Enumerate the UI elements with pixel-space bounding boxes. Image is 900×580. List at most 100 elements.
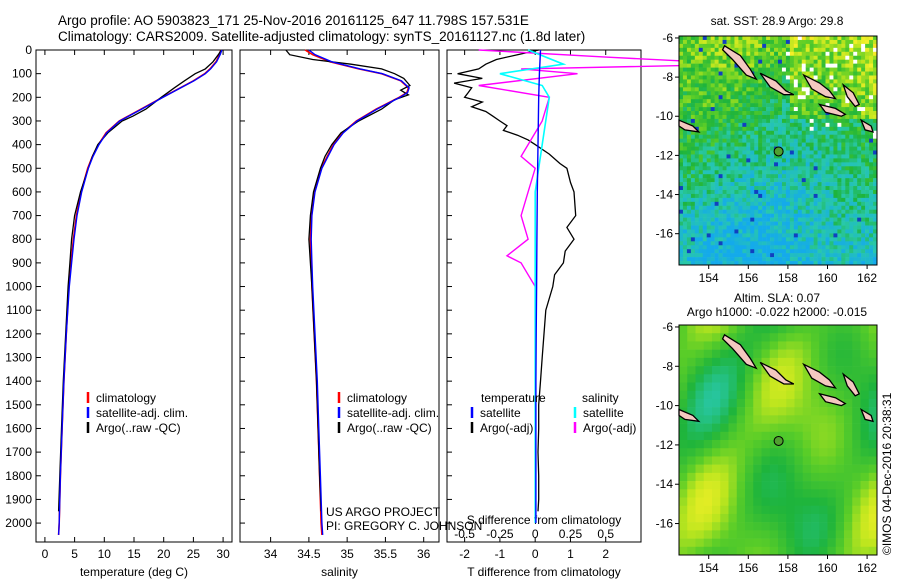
grid-cell xyxy=(698,87,704,92)
grid-cell xyxy=(849,71,854,76)
grid-cell xyxy=(698,189,704,195)
grid-cell xyxy=(774,138,779,143)
grid-cell xyxy=(869,178,874,183)
grid-cell xyxy=(769,325,779,334)
grid-cell xyxy=(860,382,870,392)
grid-cell xyxy=(805,186,810,191)
grid-cell xyxy=(746,241,751,246)
grid-cell xyxy=(726,186,731,191)
grid-cell xyxy=(754,138,759,143)
grid-cell xyxy=(736,366,746,375)
grid-cell xyxy=(841,43,846,49)
grid-cell xyxy=(778,538,787,548)
grid-cell xyxy=(698,229,704,234)
grid-cell xyxy=(762,111,767,116)
grid-cell xyxy=(801,43,807,49)
grid-cell xyxy=(861,197,866,203)
grid-cell xyxy=(825,178,830,183)
grid-cell xyxy=(702,55,708,60)
grid-cell xyxy=(861,47,866,53)
grid-cell xyxy=(805,170,810,175)
grid-cell xyxy=(794,407,804,416)
grid-cell xyxy=(728,448,738,457)
grid-cell xyxy=(868,464,878,474)
grid-cell xyxy=(738,213,743,218)
grid-cell xyxy=(778,75,783,80)
grid-cell xyxy=(734,122,739,128)
grid-cell xyxy=(774,178,779,183)
grid-cell xyxy=(758,122,763,128)
grid-cell xyxy=(861,249,866,254)
grid-cell xyxy=(793,99,799,104)
grid-cell xyxy=(811,472,820,482)
grid-cell xyxy=(781,67,787,72)
grid-cell xyxy=(789,59,795,64)
grid-cell xyxy=(852,333,861,342)
grid-cell xyxy=(762,225,767,230)
grid-cell xyxy=(802,538,812,548)
grid-cell xyxy=(811,357,820,367)
y-tick-label: 200 xyxy=(12,90,32,104)
grid-cell xyxy=(857,186,862,191)
grid-cell xyxy=(802,325,812,334)
grid-cell xyxy=(730,201,735,207)
grid-cell xyxy=(679,237,684,242)
grid-cell xyxy=(762,245,767,250)
grid-cell xyxy=(785,146,791,151)
grid-cell xyxy=(853,261,858,266)
grid-cell xyxy=(778,546,787,556)
grid-cell xyxy=(797,174,803,179)
grid-cell xyxy=(742,237,747,242)
grid-cell xyxy=(769,505,779,515)
grid-cell xyxy=(821,201,826,207)
grid-cell xyxy=(778,237,783,242)
grid-cell xyxy=(769,357,779,367)
grid-cell xyxy=(825,103,830,108)
grid-cell xyxy=(853,51,858,57)
grid-cell xyxy=(825,241,830,246)
grid-cell xyxy=(801,225,807,230)
grid-cell xyxy=(694,241,700,246)
grid-cell xyxy=(753,546,762,556)
grid-cell xyxy=(687,398,696,408)
grid-cell xyxy=(873,99,878,104)
grid-cell xyxy=(817,79,822,84)
grid-cell xyxy=(829,87,834,92)
grid-cell xyxy=(753,333,762,342)
grid-cell xyxy=(837,36,842,41)
grid-cell xyxy=(837,189,842,195)
grid-cell xyxy=(769,456,779,465)
grid-cell xyxy=(712,431,721,441)
grid-cell xyxy=(766,118,771,124)
grid-cell xyxy=(730,59,735,64)
grid-cell xyxy=(766,170,771,175)
grid-cell xyxy=(758,197,763,203)
grid-cell xyxy=(781,261,787,266)
grid-cell xyxy=(860,472,870,482)
grid-cell xyxy=(762,126,767,132)
grid-cell xyxy=(702,201,708,207)
grid-cell xyxy=(758,193,763,199)
grid-cell xyxy=(734,162,739,167)
grid-cell xyxy=(769,390,779,400)
difference-panel: -2 -1 0 1 2T difference from climatology-0.5… xyxy=(446,49,747,579)
grid-cell xyxy=(868,431,878,441)
grid-cell xyxy=(686,221,692,226)
grid-cell xyxy=(703,448,713,457)
grid-cell xyxy=(789,114,795,120)
grid-cell xyxy=(712,530,721,539)
grid-cell xyxy=(811,325,820,334)
grid-cell xyxy=(865,150,870,155)
grid-cell xyxy=(770,241,775,246)
grid-cell xyxy=(754,103,759,108)
grid-cell xyxy=(720,456,729,465)
grid-cell xyxy=(761,456,771,465)
grid-cell xyxy=(726,249,731,254)
grid-cell xyxy=(706,201,711,207)
grid-cell xyxy=(766,189,771,195)
grid-cell xyxy=(754,134,759,139)
grid-cell xyxy=(690,47,696,53)
grid-cell xyxy=(789,83,795,88)
grid-cell xyxy=(682,201,688,207)
grid-cell xyxy=(819,440,828,449)
